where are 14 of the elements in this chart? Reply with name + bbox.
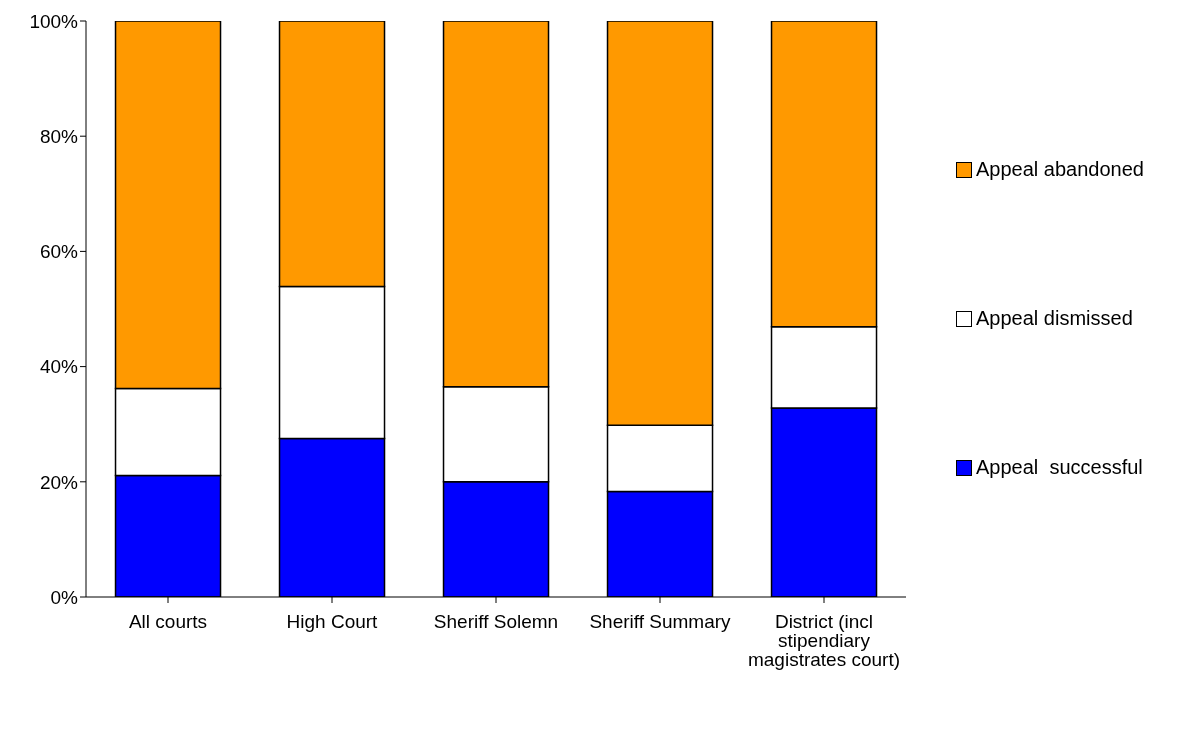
y-tick-label: 20% [39,471,79,493]
legend-label: Appeal abandoned [976,158,1144,181]
x-tick-label: High Court [286,611,379,633]
y-tick-label: 0% [50,586,79,608]
legend-label: Appeal dismissed [976,307,1133,330]
x-tick-label: Sheriff Solemn [433,611,559,633]
x-tick-label: Sheriff Summary [589,611,732,633]
x-tick-label: District (incl stipendiary magistrates court) [747,611,901,671]
y-tick-label: 80% [39,125,79,147]
y-tick-label: 60% [39,241,79,263]
y-tick-label: 40% [39,356,79,378]
x-tick-label: All courts [128,611,208,633]
y-tick-label: 100% [29,10,79,32]
legend-label: Appeal successful [976,456,1143,479]
